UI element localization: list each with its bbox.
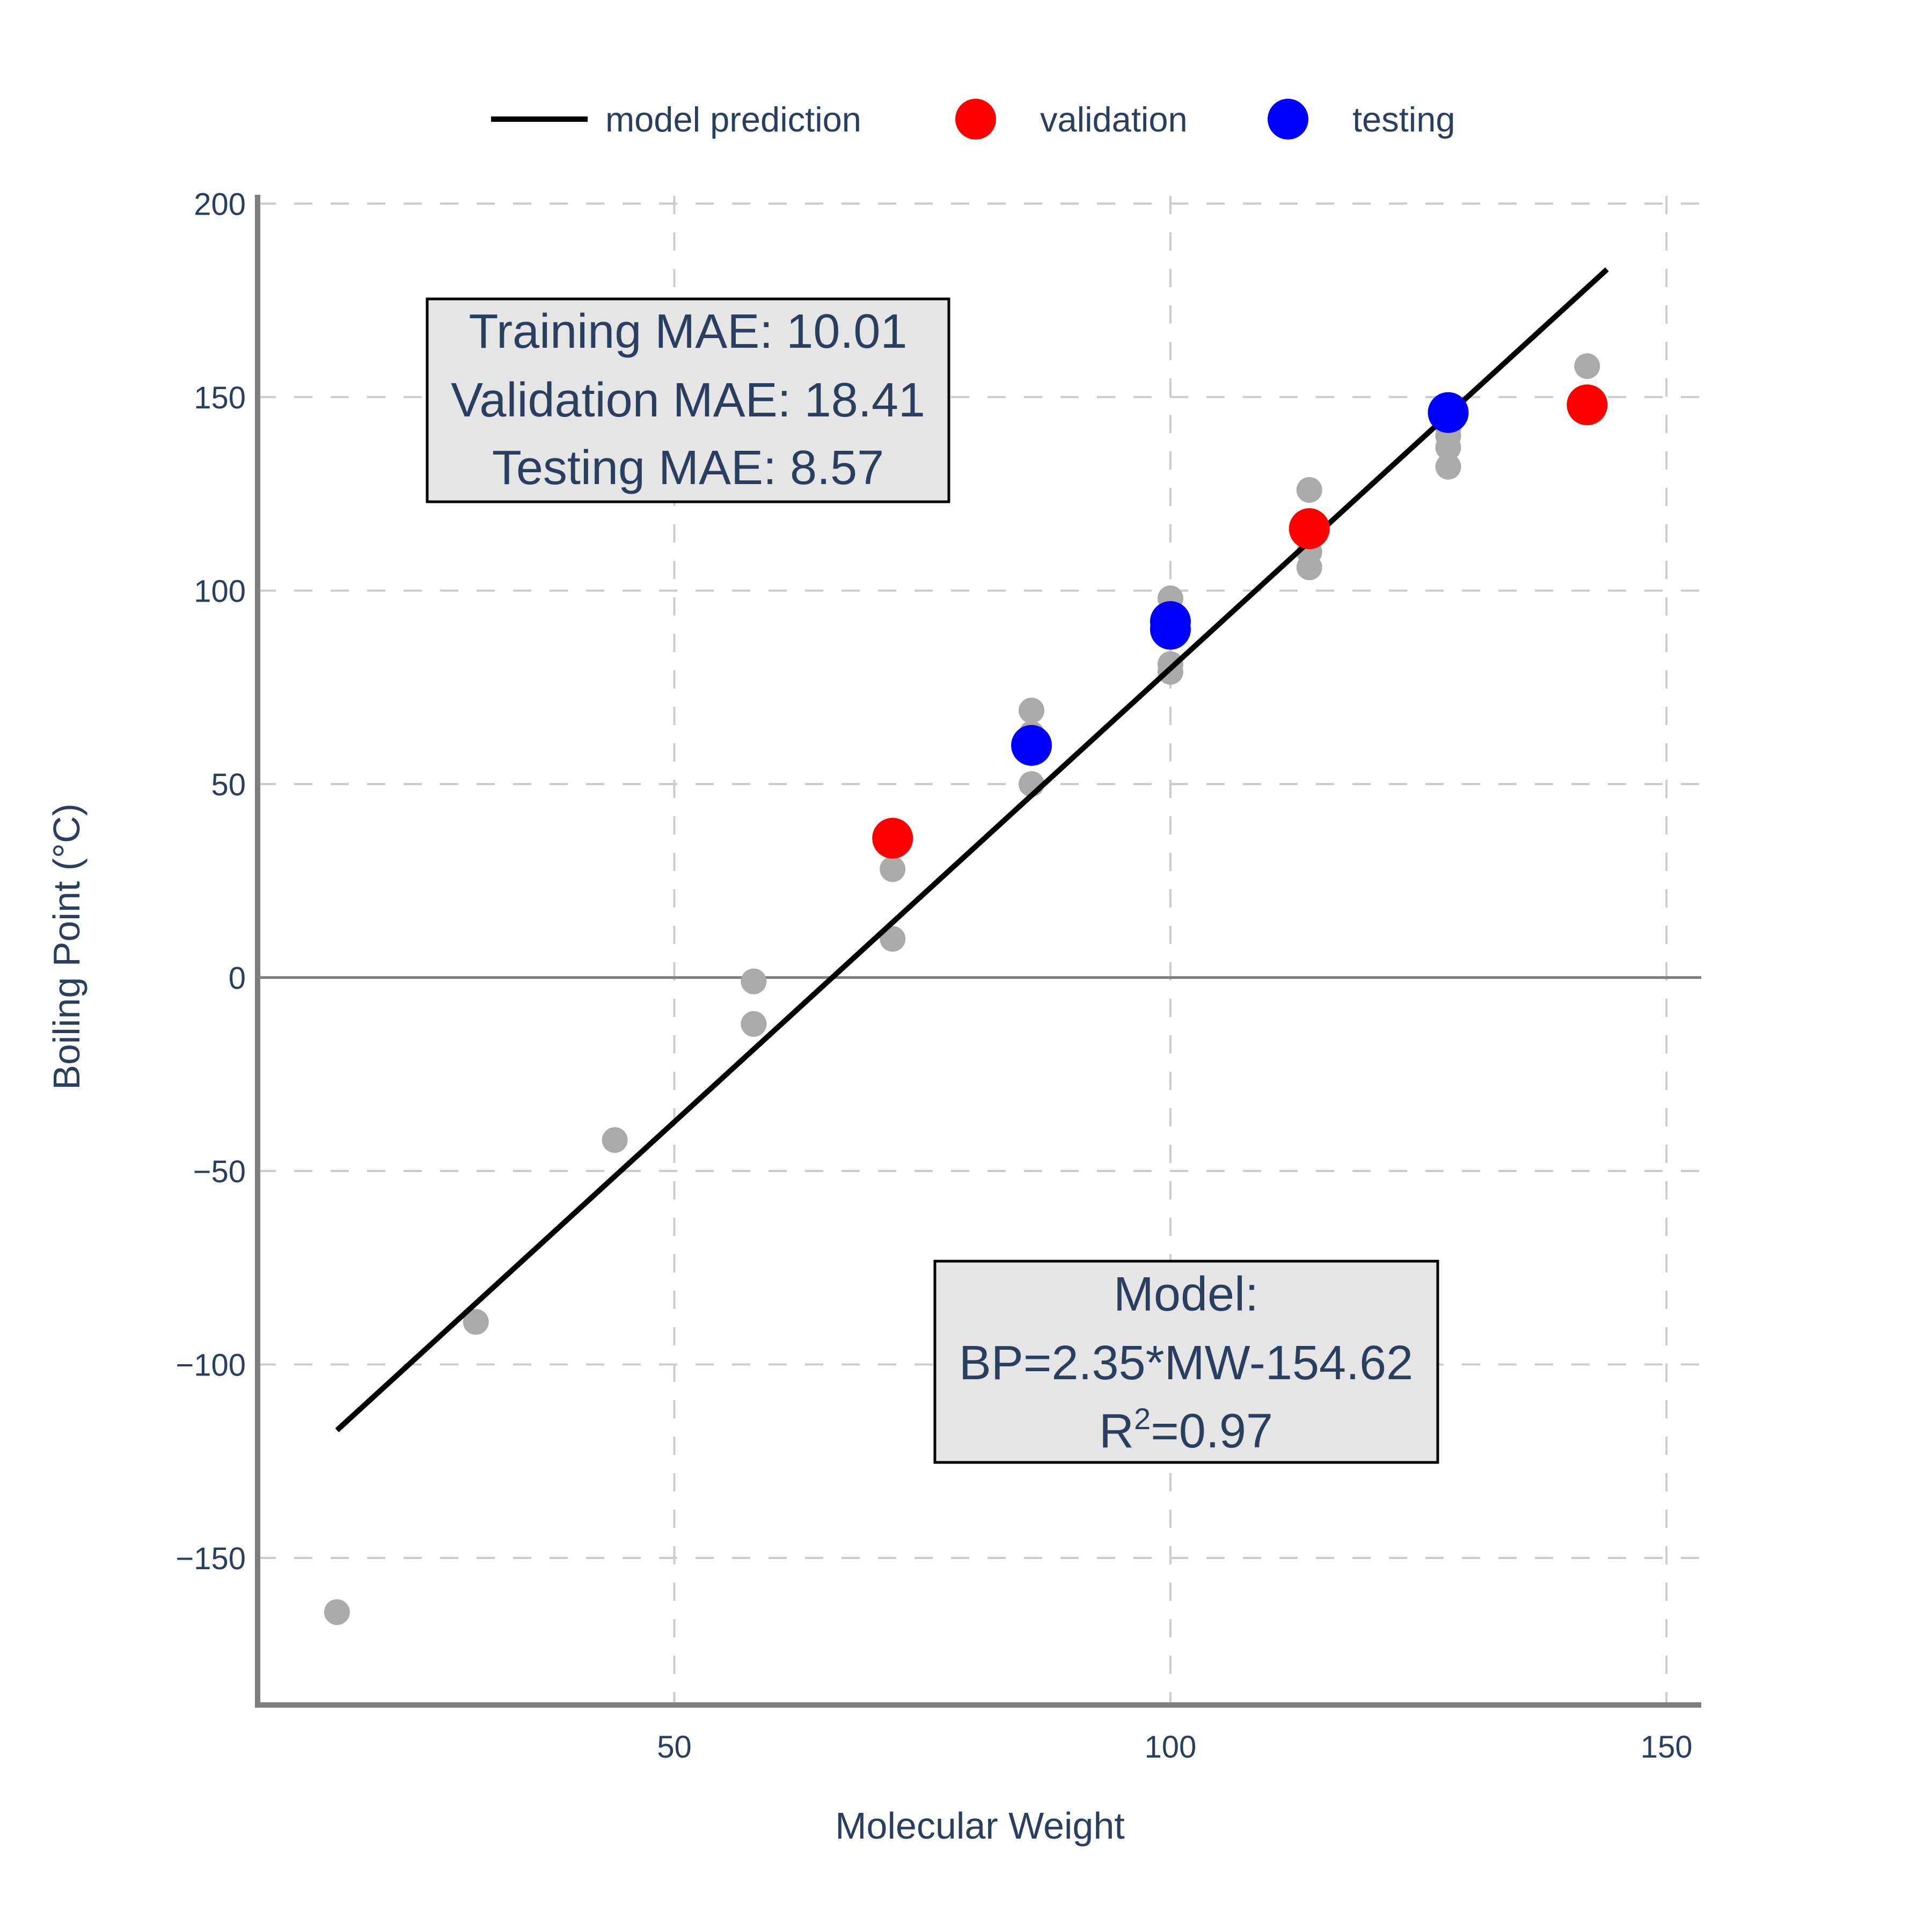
y-tick-label: 150 [194, 380, 246, 415]
x-tick-label: 150 [1641, 1730, 1693, 1765]
legend: model prediction validation testing [491, 99, 1455, 140]
y-tick-label: 100 [194, 574, 246, 609]
validation-point [1289, 508, 1330, 550]
r-squared-text: R2=0.97 [1099, 1402, 1273, 1458]
training-point [463, 1309, 489, 1335]
legend-marker-symbol [1268, 99, 1308, 140]
y-tick-label: −50 [193, 1154, 246, 1189]
y-tick-label: 200 [194, 187, 246, 222]
training-point [880, 926, 906, 952]
x-tick-label: 100 [1145, 1730, 1197, 1765]
axes [255, 195, 1701, 1708]
mae-annotation-frame [426, 297, 950, 503]
testing-point [1428, 392, 1469, 433]
legend-label: testing [1352, 100, 1455, 139]
training-point [1296, 477, 1322, 503]
model-prediction-line [335, 267, 1609, 1432]
legend-label: validation [1040, 100, 1188, 139]
training-point [1574, 353, 1600, 379]
training-point [602, 1127, 628, 1153]
training-point [1019, 697, 1045, 723]
testing-point [1150, 601, 1191, 642]
legend-marker-symbol [955, 99, 996, 140]
model-annotation-frame [933, 1260, 1439, 1464]
training-point [324, 1599, 350, 1625]
training-point [741, 968, 767, 994]
model-annotation-box: Model: BP=2.35*MW-154.62 R2=0.97 [933, 1260, 1439, 1464]
validation-point [1567, 384, 1608, 426]
tick-labels: 50 100 150 −150 −100 −50 0 50 100 150 200 [175, 187, 1692, 1765]
r-superscript: 2 [1134, 1402, 1151, 1436]
r-letter: R [1099, 1404, 1134, 1458]
training-point [880, 856, 906, 882]
y-tick-label: −100 [175, 1348, 246, 1382]
training-mae-text: Training MAE: 10.01 [469, 305, 907, 358]
legend-label: model prediction [605, 100, 861, 139]
model-label-text: Model: [1114, 1268, 1258, 1321]
training-point [1157, 651, 1183, 677]
x-tick-label: 50 [657, 1730, 692, 1765]
x-axis-title: Molecular Weight [835, 1805, 1125, 1847]
data-series [324, 267, 1609, 1625]
validation-point [872, 817, 913, 859]
mae-annotation-box: Training MAE: 10.01 Validation MAE: 18.4… [426, 297, 950, 503]
y-tick-label: −150 [175, 1541, 246, 1576]
r-value: =0.97 [1151, 1404, 1273, 1458]
y-tick-label: 50 [211, 767, 246, 802]
testing-mae-text: Testing MAE: 8.57 [492, 441, 884, 495]
training-point [1435, 453, 1461, 480]
training-point [741, 1011, 767, 1037]
y-tick-label: 0 [229, 961, 246, 996]
testing-point [1011, 724, 1052, 766]
y-axis-title: Boiling Point (°C) [46, 803, 87, 1090]
validation-mae-text: Validation MAE: 18.41 [451, 374, 925, 427]
model-equation-text: BP=2.35*MW-154.62 [959, 1336, 1413, 1390]
